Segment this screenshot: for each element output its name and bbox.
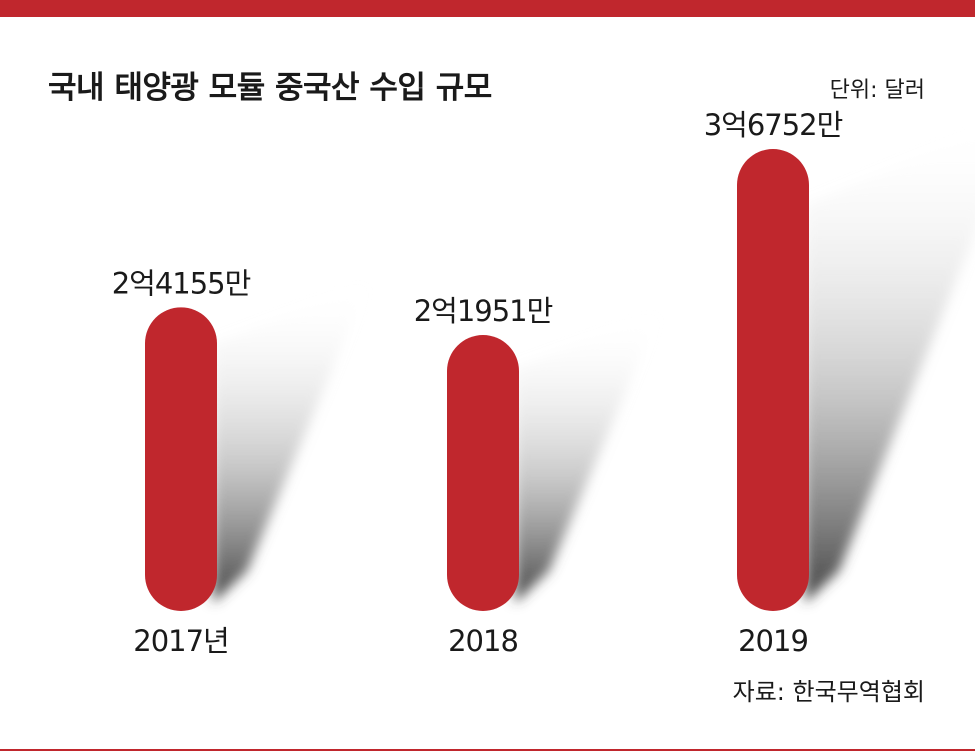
value-labels: 2억4155만 2억1951만 3억6752만 [112, 108, 844, 328]
chart-title: 국내 태양광 모듈 중국산 수입 규모 [48, 70, 492, 106]
bar-0 [145, 307, 217, 611]
value-label-1: 2억1951만 [414, 294, 553, 328]
category-label-1: 2018 [448, 624, 518, 658]
bars [145, 149, 809, 611]
unit-label: 단위: 달러 [829, 78, 925, 103]
bar-shadow [213, 283, 369, 603]
value-label-2: 3억6752만 [704, 108, 843, 142]
bar-shadow [805, 132, 975, 603]
category-label-2: 2019 [738, 624, 808, 658]
category-label-0: 2017년 [133, 624, 228, 658]
bar-shadow [515, 312, 660, 603]
category-labels: 2017년 2018 2019 [133, 624, 809, 658]
top-accent-bar [0, 0, 975, 17]
bar-shadows [213, 132, 975, 603]
bar-2 [737, 149, 809, 611]
bar-1 [447, 335, 519, 611]
value-label-0: 2억4155만 [112, 266, 251, 300]
source-note: 자료: 한국무역협회 [732, 678, 925, 706]
bottom-rule [0, 749, 975, 751]
